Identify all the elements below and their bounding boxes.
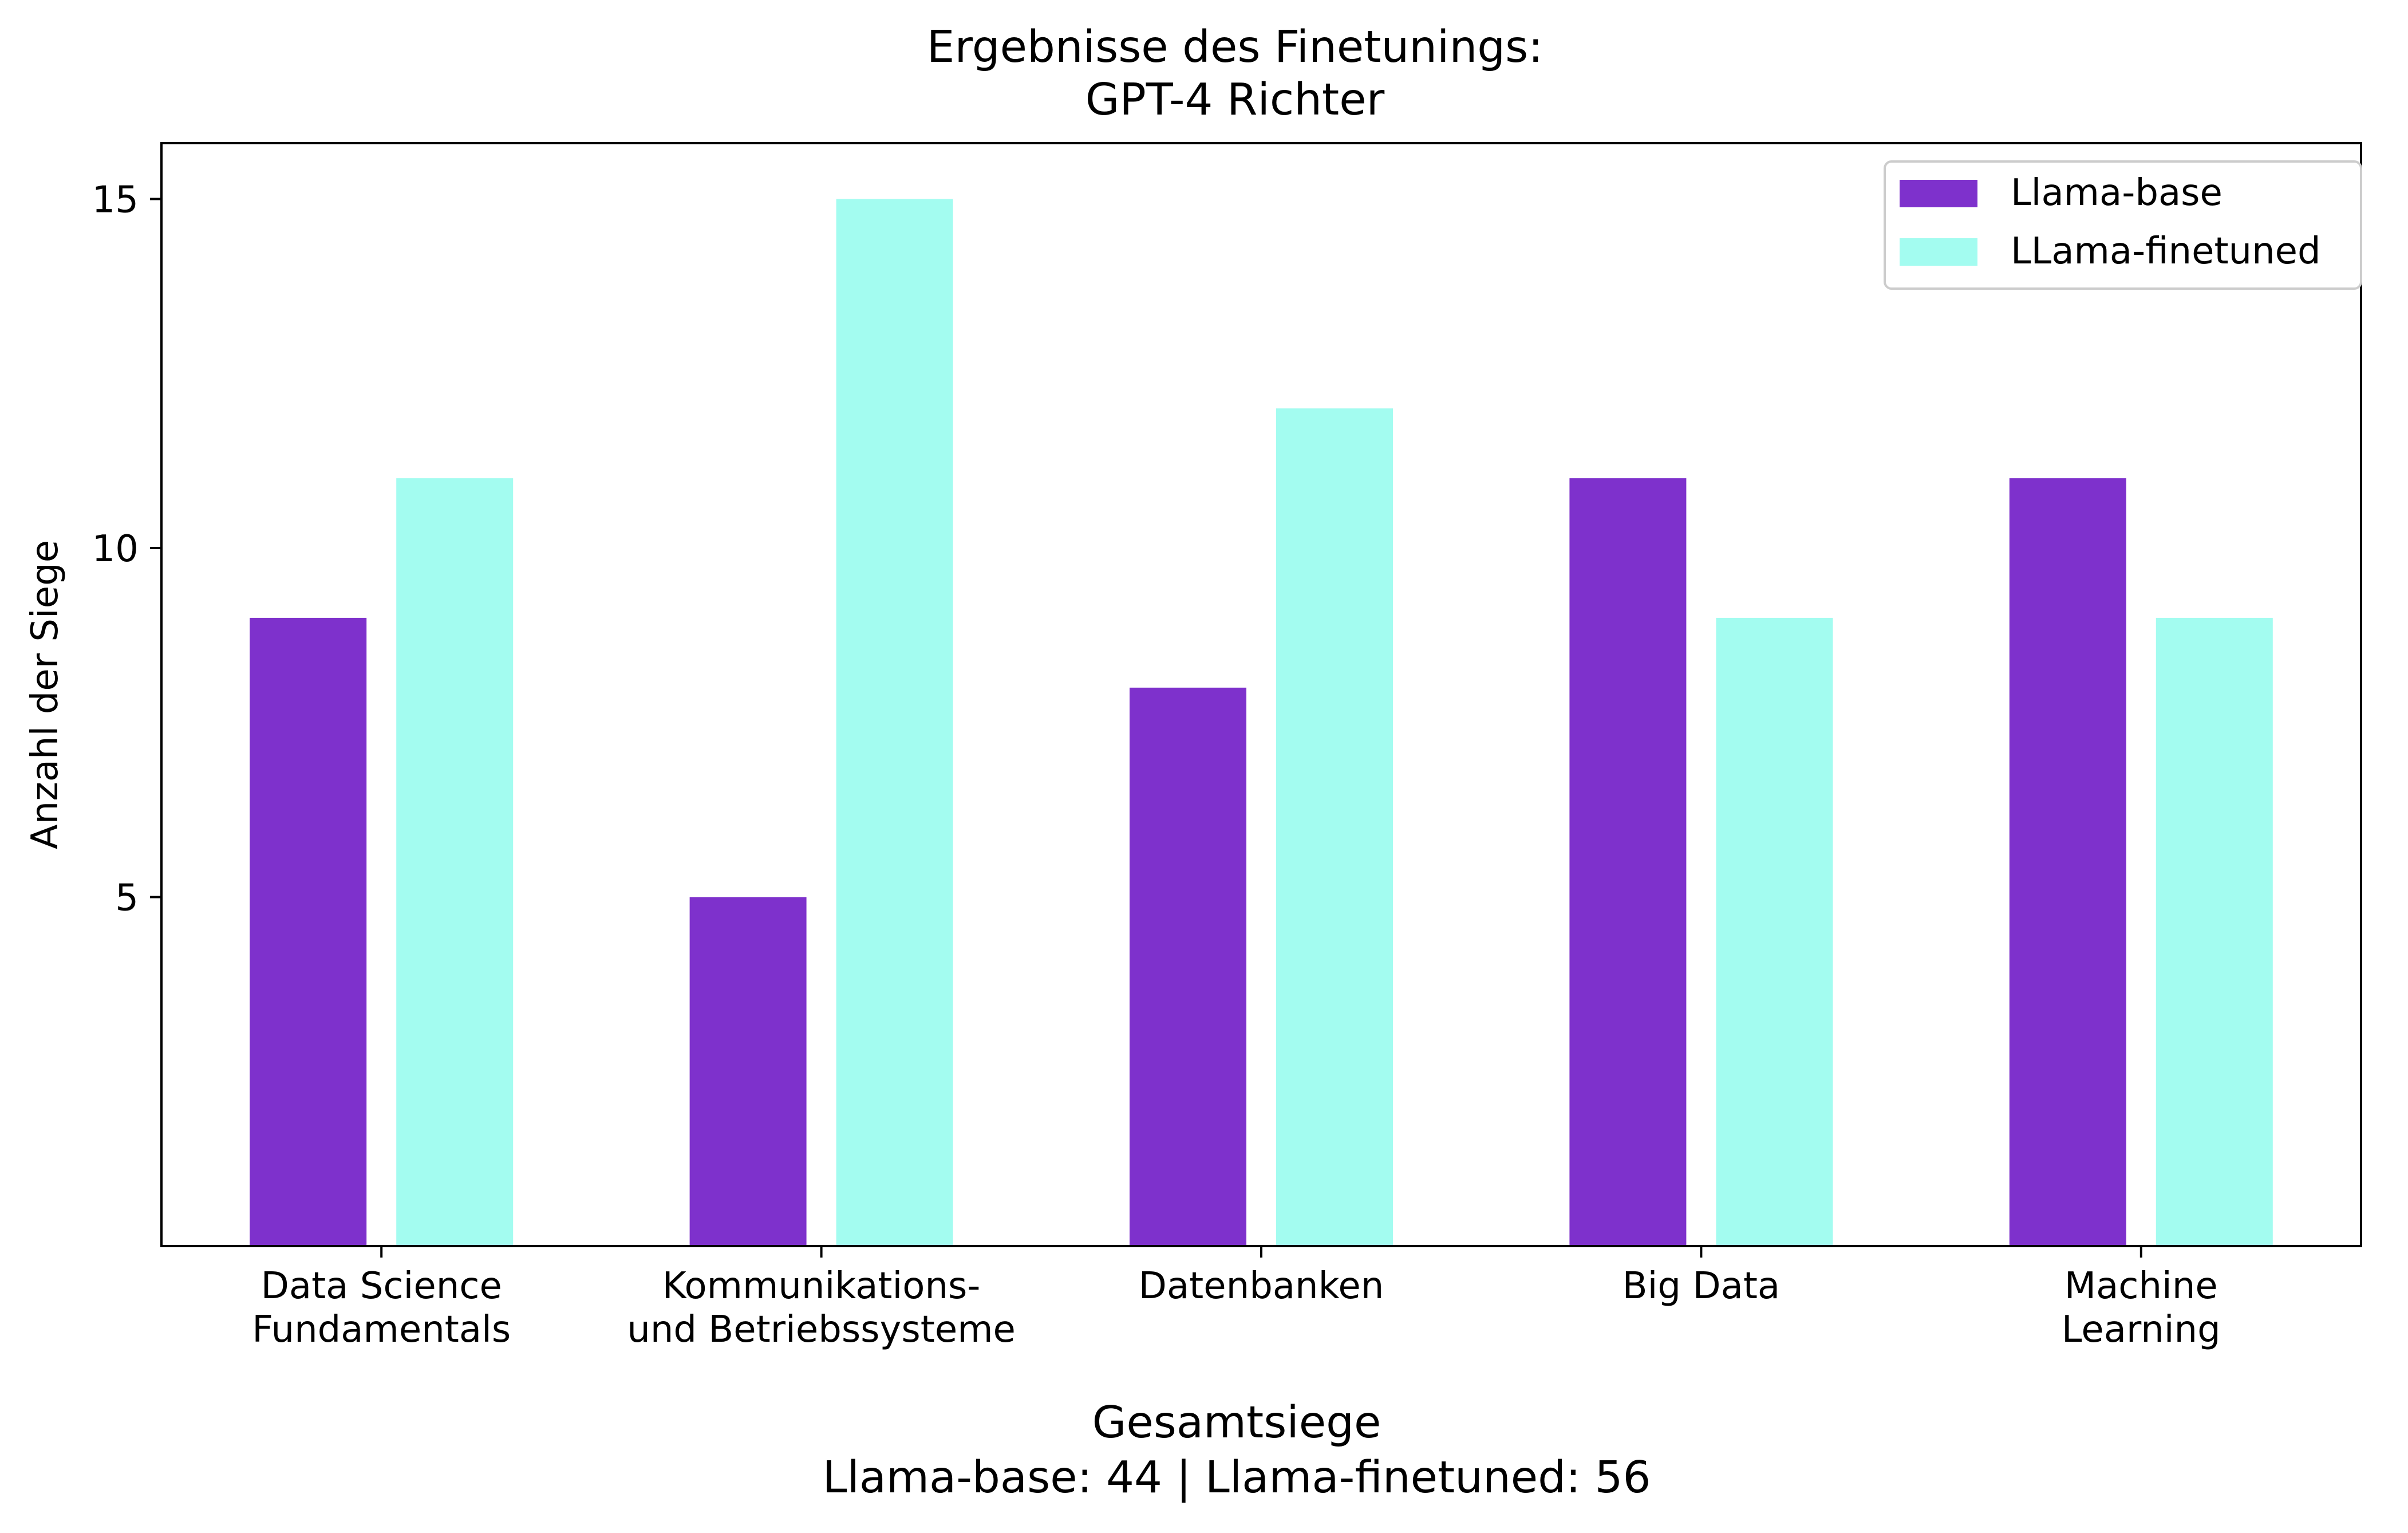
x-tick-label: und Betriebssysteme xyxy=(627,1309,1016,1351)
x-tick-label: Machine xyxy=(2064,1265,2218,1307)
y-tick-label: 15 xyxy=(92,179,139,222)
x-tick-label: Kommunikations- xyxy=(662,1265,981,1307)
bars-group xyxy=(250,199,2273,1246)
bar xyxy=(1276,408,1393,1246)
x-tick-label: Big Data xyxy=(1623,1265,1780,1307)
footer-heading: Gesamtsiege xyxy=(1092,1397,1381,1448)
bar xyxy=(1130,687,1246,1246)
legend-label: LLama-finetuned xyxy=(2011,230,2321,273)
x-tick-label: Learning xyxy=(2062,1309,2221,1351)
bar xyxy=(1716,617,1833,1246)
legend-frame xyxy=(1884,160,2362,290)
y-tick-label: 10 xyxy=(92,528,139,570)
x-tick-label: Datenbanken xyxy=(1139,1265,1384,1307)
legend-swatch xyxy=(1900,238,1977,266)
chart-subtitle: GPT-4 Richter xyxy=(1085,74,1385,125)
bar xyxy=(1569,478,1687,1246)
y-axis-label: Anzahl der Siege xyxy=(24,540,66,849)
bar xyxy=(396,478,514,1246)
legend-label: Llama-base xyxy=(2011,172,2223,214)
chart-title: Ergebnisse des Finetunings: xyxy=(927,22,1543,73)
legend: Llama-base LLama-finetuned xyxy=(1884,160,2362,290)
footer-summary: Llama-base: 44 | Llama-finetuned: 56 xyxy=(823,1452,1651,1503)
legend-swatch xyxy=(1900,180,1977,207)
x-tick-label: Data Science xyxy=(261,1265,502,1307)
bar xyxy=(2156,617,2273,1246)
bar xyxy=(250,617,367,1246)
y-axis-ticks: 5 10 15 xyxy=(92,179,161,920)
bar xyxy=(836,199,953,1246)
bar xyxy=(2009,478,2126,1246)
bar xyxy=(689,897,807,1246)
x-tick-label: Fundamentals xyxy=(252,1309,511,1351)
y-tick-label: 5 xyxy=(115,877,139,920)
